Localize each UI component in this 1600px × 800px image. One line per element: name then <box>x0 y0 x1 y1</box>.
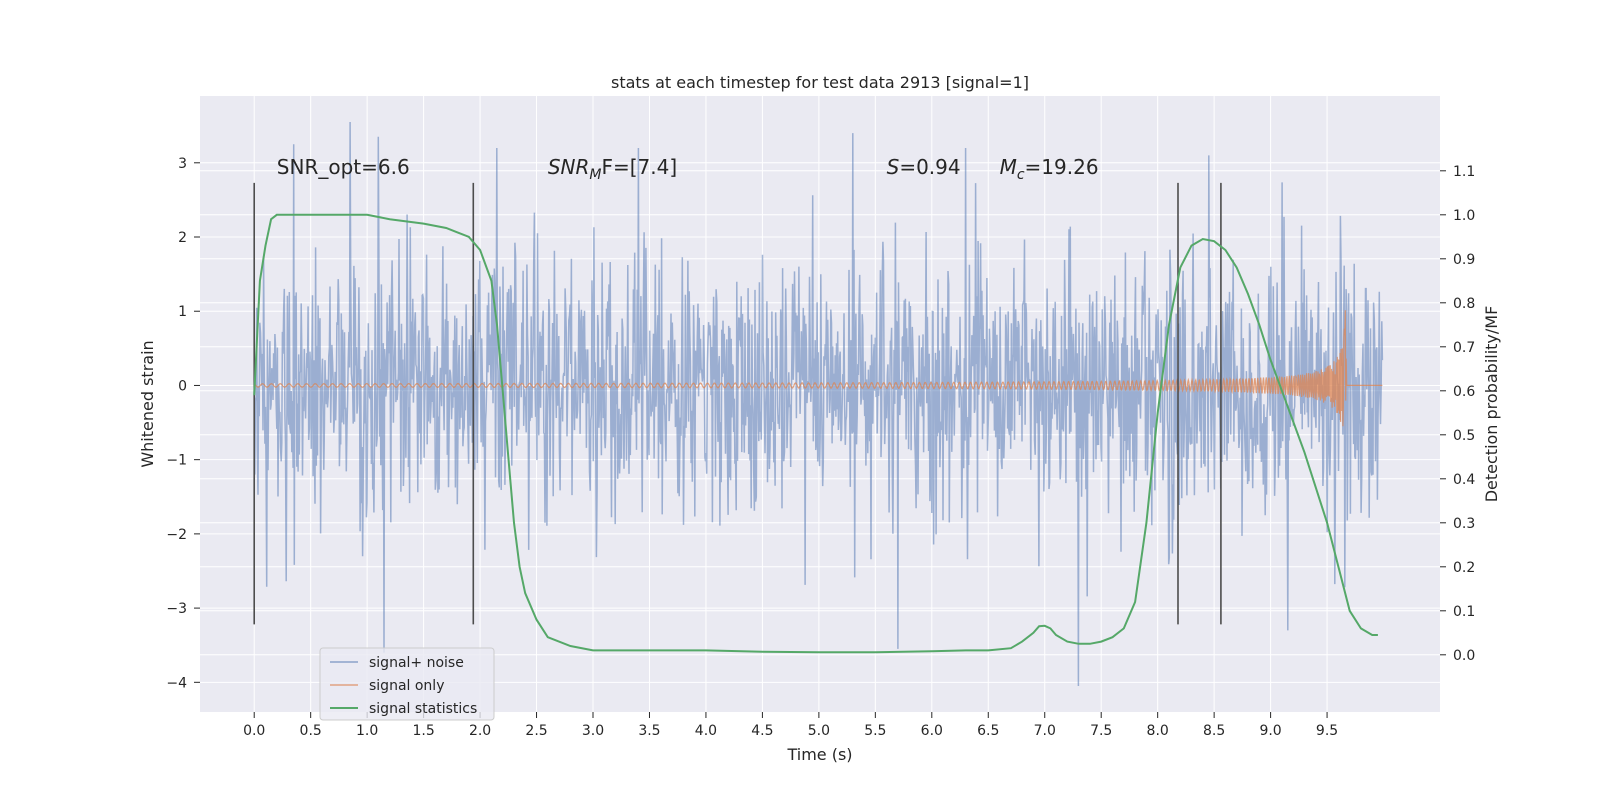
x-axis-title: Time (s) <box>786 745 852 764</box>
x-tick-label: 9.5 <box>1316 723 1338 739</box>
signal-only-line <box>253 310 1383 427</box>
legend-label-signal-statistics: signal statistics <box>369 701 477 717</box>
x-tick-label: 9.0 <box>1259 723 1281 739</box>
y-left-tick-label: −1 <box>166 453 187 469</box>
legend-label-signal-only: signal only <box>369 678 444 694</box>
x-tick-label: 2.0 <box>469 723 491 739</box>
y-right-tick-label: 1.0 <box>1453 208 1475 224</box>
x-tick-label: 1.0 <box>356 723 378 739</box>
x-tick-label: 7.5 <box>1090 723 1112 739</box>
annotation-text: SNR_opt=6.6 <box>277 155 410 179</box>
x-tick-label: 4.0 <box>695 723 717 739</box>
x-tick-label: 5.5 <box>864 723 886 739</box>
signal-noise-line <box>253 121 1384 687</box>
y-axis-left-title: Whitened strain <box>138 340 157 467</box>
signal-statistics-line <box>253 213 1378 654</box>
annotation-text: S=0.94 <box>887 155 961 179</box>
y-right-tick-label: 0.9 <box>1453 252 1475 268</box>
y-left-tick-label: 2 <box>178 230 187 246</box>
x-tick-label: 3.0 <box>582 723 604 739</box>
y-right-tick-label: 0.7 <box>1453 340 1475 356</box>
y-right-tick-label: 0.2 <box>1453 560 1475 576</box>
annotation-text: SNRMF=[7.4] <box>548 155 677 183</box>
y-right-tick-label: 0.1 <box>1453 604 1475 620</box>
y-axis-right-title: Detection probability/MF <box>1482 306 1501 503</box>
chart-title: stats at each timestep for test data 291… <box>611 73 1029 92</box>
y-right-tick-label: 0.3 <box>1453 516 1475 532</box>
x-tick-label: 8.0 <box>1147 723 1169 739</box>
annotation-text: Mc=19.26 <box>1000 155 1099 183</box>
x-tick-label: 8.5 <box>1203 723 1225 739</box>
y-right-tick-label: 0.6 <box>1453 384 1475 400</box>
y-left-tick-label: 1 <box>178 304 187 320</box>
x-tick-label: 4.5 <box>751 723 773 739</box>
vertical-marker-lines <box>253 182 1222 625</box>
y-left-tick-label: −2 <box>166 527 187 543</box>
x-tick-label: 5.0 <box>808 723 830 739</box>
x-tick-label: 0.5 <box>300 723 322 739</box>
y-right-tick-label: 0.0 <box>1453 648 1475 664</box>
axis-ticks: 0.0 0.5 1.0 1.5 2.0 2.5 3.0 3.5 4.0 4.5 5.0 5.5 6.0 6… <box>166 156 1475 739</box>
signal-statistics-series <box>253 213 1378 654</box>
legend: signal+ noise signal only signal statist… <box>319 647 495 721</box>
x-tick-label: 6.0 <box>921 723 943 739</box>
x-tick-label: 1.5 <box>412 723 434 739</box>
x-tick-label: 7.0 <box>1034 723 1056 739</box>
x-tick-label: 2.5 <box>525 723 547 739</box>
annotations: SNR_opt=6.6 SNRMF=[7.4] S=0.94 Mc=19.26 <box>277 155 1099 183</box>
signal-noise-series <box>253 121 1384 687</box>
y-right-tick-label: 0.8 <box>1453 296 1475 312</box>
y-left-tick-label: 3 <box>178 156 187 172</box>
y-left-tick-label: −4 <box>166 675 187 691</box>
signal-only-series <box>253 310 1383 427</box>
legend-box <box>319 647 495 721</box>
y-right-tick-label: 0.5 <box>1453 428 1475 444</box>
x-tick-label: 3.5 <box>638 723 660 739</box>
y-right-tick-label: 0.4 <box>1453 472 1475 488</box>
x-tick-label: 6.5 <box>977 723 999 739</box>
y-right-tick-label: 1.1 <box>1453 164 1475 180</box>
y-left-tick-label: 0 <box>178 378 187 394</box>
legend-label-signal-noise: signal+ noise <box>369 655 464 671</box>
y-left-tick-label: −3 <box>166 601 187 617</box>
x-tick-label: 0.0 <box>243 723 265 739</box>
